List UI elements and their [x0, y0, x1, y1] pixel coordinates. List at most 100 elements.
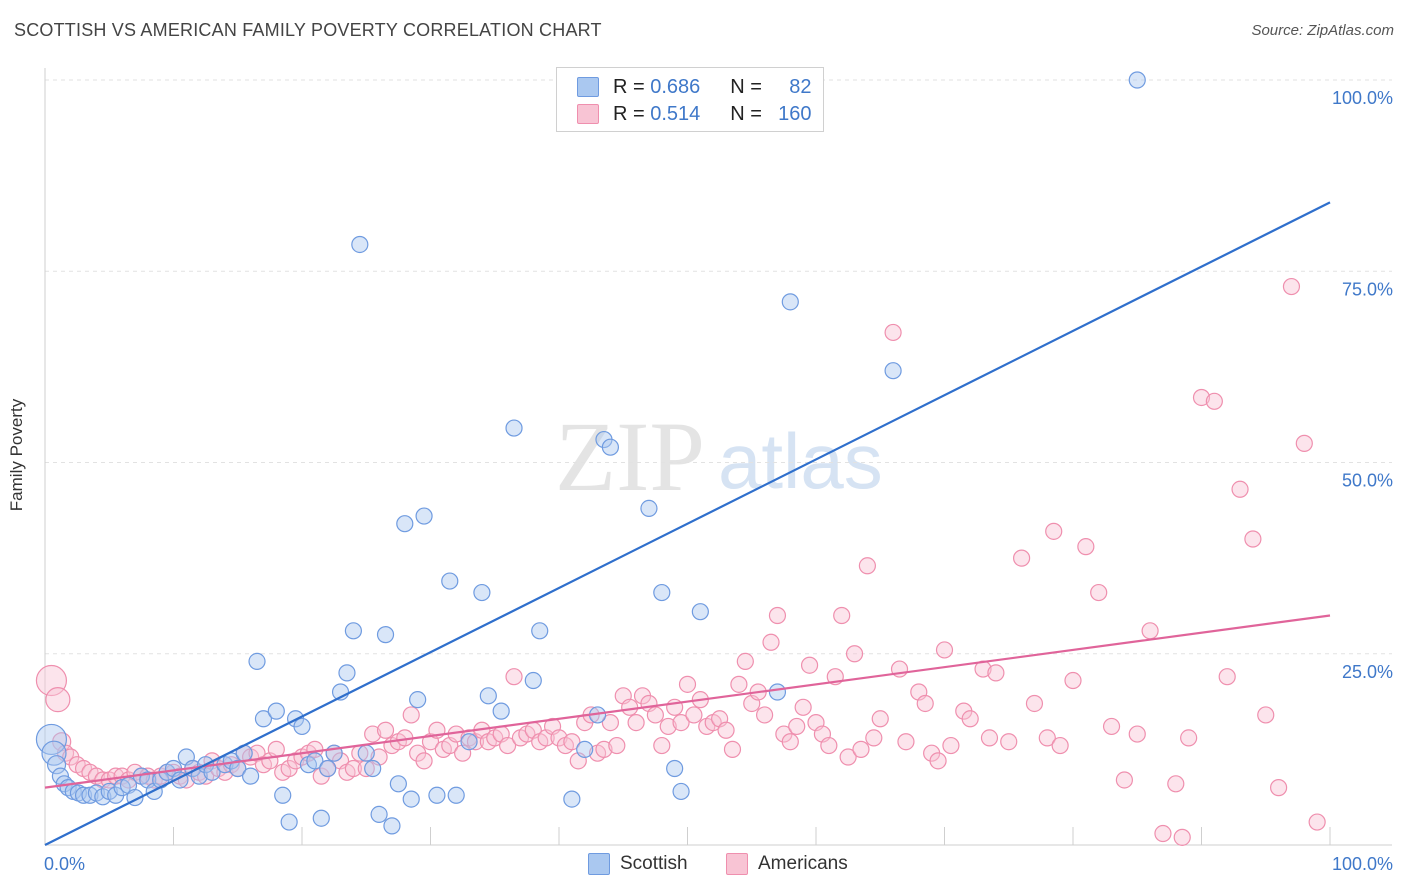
- scottish-point: [428, 786, 446, 804]
- scottish-point: [319, 759, 337, 778]
- americans-point: [852, 740, 870, 758]
- legend-swatch-scottish: [577, 77, 599, 97]
- americans-point: [1045, 522, 1063, 540]
- americans-point: [672, 713, 690, 732]
- scottish-point: [293, 717, 311, 736]
- scottish-point: [383, 817, 401, 835]
- scottish-point: [396, 515, 414, 533]
- americans-point: [1231, 480, 1249, 498]
- scottish-point: [640, 499, 658, 517]
- scottish-point: [492, 702, 510, 720]
- y-tick-label: 50.0%: [1342, 471, 1393, 491]
- legend-swatch-americans: [577, 104, 599, 124]
- americans-point: [916, 694, 934, 713]
- americans-point: [839, 748, 857, 766]
- americans-point: [1090, 583, 1108, 602]
- americans-point: [1128, 725, 1146, 743]
- americans-point: [897, 733, 915, 751]
- bottom-legend-label-scottish: Scottish: [620, 853, 688, 874]
- americans-points: [35, 277, 1326, 846]
- americans-point: [601, 713, 620, 732]
- scottish-point: [524, 671, 542, 690]
- americans-point: [627, 713, 645, 732]
- americans-point: [736, 652, 754, 671]
- scottish-point: [479, 687, 497, 705]
- americans-point: [929, 752, 947, 770]
- americans-point: [1051, 736, 1069, 755]
- americans-point: [45, 687, 71, 713]
- americans-point: [987, 664, 1005, 682]
- y-tick-label: 75.0%: [1342, 279, 1393, 299]
- americans-point: [833, 606, 851, 625]
- legend-r-value: 0.686: [650, 75, 701, 98]
- scottish-point: [653, 583, 671, 602]
- scottish-point: [884, 362, 902, 380]
- americans-point: [781, 733, 799, 751]
- watermark-atlas: atlas: [718, 417, 883, 505]
- americans-point: [1218, 668, 1236, 686]
- scottish-point: [351, 235, 369, 254]
- americans-point: [1167, 775, 1185, 793]
- americans-point: [723, 740, 742, 758]
- americans-point: [505, 668, 523, 686]
- scottish-point: [441, 572, 459, 590]
- scottish-point: [409, 691, 427, 709]
- scottish-point: [306, 752, 324, 770]
- americans-point: [961, 710, 979, 728]
- americans-point: [1192, 388, 1211, 407]
- americans-point: [1141, 622, 1159, 640]
- scottish-point: [389, 775, 407, 793]
- scottish-point: [242, 767, 260, 785]
- scottish-point: [229, 759, 247, 778]
- legend-row-scottish: R = 0.686 N = 82: [577, 75, 812, 99]
- trend-lines: [44, 201, 1331, 846]
- americans-point: [1064, 671, 1082, 690]
- americans-point: [980, 729, 999, 747]
- grid-lines: [45, 79, 1392, 655]
- americans-point: [659, 717, 677, 736]
- legend-n-label: N =: [730, 102, 762, 125]
- americans-point: [621, 698, 639, 716]
- scottish-point: [1128, 71, 1146, 89]
- americans-point: [858, 557, 877, 575]
- americans-point: [884, 323, 902, 342]
- scottish-point: [666, 759, 684, 778]
- americans-point: [608, 736, 626, 755]
- scottish-point: [576, 740, 594, 758]
- americans-point: [1295, 434, 1313, 452]
- americans-point: [1173, 828, 1191, 846]
- americans-point: [646, 706, 664, 724]
- legend-n-label: N =: [730, 75, 762, 98]
- americans-point: [415, 752, 433, 770]
- scottish-point: [415, 507, 433, 525]
- scottish-point: [473, 583, 491, 602]
- legend-r-label: R =: [613, 75, 645, 98]
- scottish-point: [280, 813, 298, 831]
- legend-r-value: 0.514: [650, 102, 701, 125]
- legend-n-value: 82: [789, 75, 812, 98]
- legend-r-label: R =: [613, 102, 645, 125]
- scottish-point: [364, 759, 382, 778]
- americans-point: [678, 675, 697, 693]
- americans-point: [820, 736, 838, 755]
- scottish-point: [601, 438, 620, 456]
- legend-n-value: 160: [778, 102, 812, 125]
- bottom-legend-label-americans: Americans: [758, 853, 848, 874]
- americans-point: [1257, 706, 1275, 724]
- y-tick-label: 100.0%: [1332, 88, 1393, 108]
- scottish-point: [691, 603, 709, 621]
- scottish-point: [74, 786, 93, 804]
- americans-point: [1205, 392, 1223, 410]
- scottish-point: [768, 683, 787, 701]
- americans-point: [1282, 277, 1301, 296]
- chart-title: SCOTTISH VS AMERICAN FAMILY POVERTY CORR…: [14, 20, 602, 40]
- americans-point: [1077, 538, 1095, 556]
- americans-point: [1102, 717, 1121, 736]
- watermark: ZIP atlas: [555, 401, 883, 512]
- americans-point: [685, 706, 703, 724]
- chart-source: Source: ZipAtlas.com: [1251, 22, 1394, 39]
- americans-point: [1012, 549, 1031, 567]
- bottom-legend-swatch-scottish: [588, 853, 610, 875]
- americans-point: [762, 633, 780, 651]
- americans-point: [402, 706, 420, 724]
